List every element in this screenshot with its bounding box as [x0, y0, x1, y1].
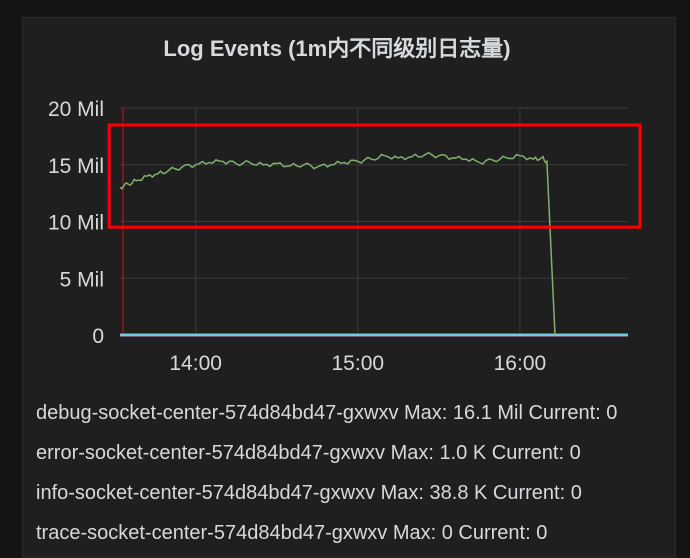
legend: debug-socket-center-574d84bd47-gxwxv Max… [36, 398, 660, 558]
y-tick-label: 15 Mil [48, 155, 104, 178]
x-tick-label: 16:00 [494, 352, 547, 375]
legend-item-debug[interactable]: debug-socket-center-574d84bd47-gxwxv Max… [36, 402, 618, 424]
y-tick-label: 20 Mil [48, 98, 104, 121]
series-line-debug-socket-center-574d84bd47-gxwxv [119, 151, 556, 336]
x-tick-label: 15:00 [332, 352, 385, 375]
x-axis-ticks: 14:00 15:00 16:00 [169, 352, 546, 375]
panel-title[interactable]: Log Events (1m内不同级别日志量) [163, 36, 511, 61]
y-tick-label: 0 [92, 325, 104, 348]
y-tick-label: 5 Mil [60, 268, 104, 291]
y-axis-ticks: 0 5 Mil 10 Mil 15 Mil 20 Mil [48, 98, 104, 348]
x-tick-label: 14:00 [169, 352, 222, 375]
line-chart: 0 5 Mil 10 Mil 15 Mil 20 Mil 14:00 15:00 16:00 [48, 98, 642, 375]
y-tick-label: 10 Mil [48, 212, 104, 235]
highlight-box [107, 123, 642, 229]
legend-item-trace[interactable]: trace-socket-center-574d84bd47-gxwxv Max… [36, 522, 548, 544]
series-lines [119, 151, 628, 337]
graph-panel [22, 17, 676, 558]
highlight-rectangle [107, 123, 642, 229]
grid-lines [120, 107, 628, 336]
legend-item-info[interactable]: info-socket-center-574d84bd47-gxwxv Max:… [36, 482, 582, 504]
legend-item-error[interactable]: error-socket-center-574d84bd47-gxwxv Max… [36, 442, 581, 464]
